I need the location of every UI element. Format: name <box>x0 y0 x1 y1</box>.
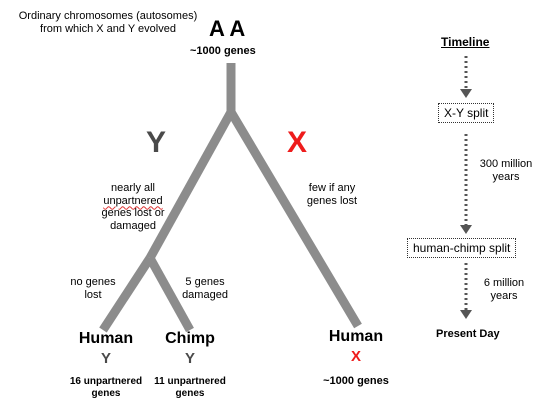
y-note-line: genes lost or <box>101 207 165 220</box>
leaf-chimp-y: Chimp Y <box>150 330 230 368</box>
human-y-branch-note: no genes lost <box>58 276 128 301</box>
timeline-interval-1: 300 million years <box>474 158 538 183</box>
interval1-line: years <box>492 170 520 183</box>
y-note-line: nearly all <box>110 182 156 194</box>
ancestor-genes: ~1000 genes <box>190 45 256 57</box>
x-branch <box>227 109 362 329</box>
y-branch <box>146 109 235 261</box>
human-y-branch <box>99 255 154 333</box>
human-y-genes-line2: genes <box>91 387 121 399</box>
human-y-note-line: lost <box>84 288 102 301</box>
leaf-human-y-genes: 16 unpartnered genes <box>56 376 156 399</box>
leaf-human-y: Human Y <box>66 330 146 368</box>
chimp-y-note-line: 5 genes <box>185 276 225 288</box>
y-branch-note: nearly all unpartnered genes lost or dam… <box>78 182 188 233</box>
chimp-y-genes-line2: genes <box>175 387 205 399</box>
leaf-chimp-y-name: Chimp <box>165 330 215 347</box>
y-note-line: unpartnered <box>103 194 163 207</box>
timeline-arrowhead-2 <box>460 225 472 234</box>
interval2-line: 6 million <box>483 277 525 289</box>
timeline-arrowhead-1 <box>460 89 472 98</box>
leaf-human-x-chrom: X <box>350 348 361 366</box>
leaf-human-y-chrom: Y <box>100 350 111 368</box>
timeline-title: Timeline <box>441 35 490 49</box>
timeline-present-day: Present Day <box>436 328 500 340</box>
ancestor-letters: A A <box>209 16 246 41</box>
chimp-y-note-line: damaged <box>182 288 228 301</box>
x-branch-letter: X <box>287 126 308 159</box>
y-note-line: damaged <box>110 219 156 232</box>
interval1-line: 300 million <box>479 158 533 170</box>
leaf-human-x-genes: ~1000 genes <box>323 375 389 387</box>
timeline-arrowhead-3 <box>460 310 472 319</box>
timeline-event-xy-split: X-Y split <box>438 103 495 123</box>
leaf-human-y-name: Human <box>78 330 134 347</box>
human-y-note-line: no genes <box>70 276 116 288</box>
ancestor-caption: Ordinary chromosomes (autosomes) from wh… <box>2 10 214 35</box>
ancestor-line2: from which X and Y evolved <box>40 22 176 35</box>
ancestor-line1: Ordinary chromosomes (autosomes) <box>18 10 198 22</box>
timeline-interval-2: 6 million years <box>474 277 534 302</box>
leaf-human-x: Human X <box>316 328 396 366</box>
human-y-genes-line1: 16 unpartnered <box>69 376 143 387</box>
y-branch-letter: Y <box>146 126 167 159</box>
leaf-human-x-name: Human <box>328 328 384 345</box>
leaf-chimp-y-genes: 11 unpartnered genes <box>140 376 240 399</box>
chimp-y-genes-line1: 11 unpartnered <box>154 376 226 387</box>
x-note-line: few if any <box>308 182 356 194</box>
leaf-chimp-y-chrom: Y <box>184 350 195 368</box>
chimp-y-branch <box>146 255 194 333</box>
x-note-line: genes lost <box>306 194 358 207</box>
chimp-y-branch-note: 5 genes damaged <box>170 276 240 301</box>
interval2-line: years <box>490 289 518 302</box>
x-branch-note: few if any genes lost <box>282 182 382 207</box>
timeline-event-human-chimp-split: human-chimp split <box>407 238 517 258</box>
